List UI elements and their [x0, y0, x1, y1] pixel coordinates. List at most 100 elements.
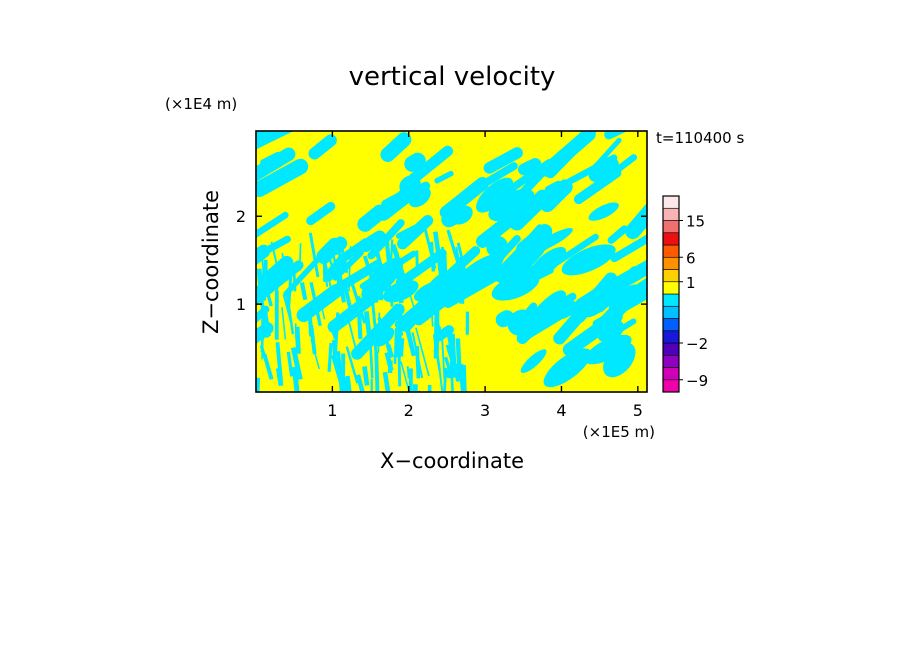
colorbar-band-15	[662, 195, 680, 209]
field-patch-138	[348, 246, 352, 292]
field-patch-248	[355, 374, 370, 392]
field-patch-222	[435, 246, 445, 298]
colorbar-band-4	[662, 330, 680, 344]
colorbar-band-0	[662, 379, 680, 393]
x-tick-label-2: 3	[480, 401, 490, 420]
field-patch-130	[415, 250, 419, 275]
colorbar-band-12	[662, 232, 680, 246]
field-patch-47	[607, 225, 629, 244]
field-patch-148	[356, 296, 363, 340]
y-tick-label-1: 2	[236, 207, 246, 226]
colorbar-frame	[662, 195, 680, 393]
field-patch-210	[443, 356, 451, 370]
colorbar-band-2	[662, 354, 680, 368]
colorbar-band-9	[662, 269, 680, 283]
field-patch-195	[437, 361, 445, 392]
time-label: t=110400 s	[656, 129, 744, 147]
field-patch-157	[394, 252, 404, 304]
colorbar-band-5	[662, 318, 680, 332]
field-patch-198	[449, 361, 455, 392]
field-patch-239	[432, 334, 441, 371]
field-patch-160	[385, 344, 395, 359]
field-patch-154	[338, 236, 342, 265]
field-patch-123	[530, 228, 573, 253]
field-patch-184	[324, 262, 335, 300]
field-patch-166	[282, 294, 293, 324]
field-patch-247	[362, 366, 370, 386]
field-patch-122	[603, 342, 636, 378]
field-patch-262	[469, 394, 474, 414]
field-patch-36	[408, 145, 453, 184]
field-patch-152	[262, 353, 274, 380]
field-patch-187	[386, 270, 394, 307]
field-patch-72	[545, 131, 597, 179]
field-patch-108	[524, 290, 567, 338]
field-patch-86	[539, 179, 573, 213]
field-patch-112	[520, 349, 547, 374]
field-patch-211	[350, 283, 367, 324]
field-patch-173	[374, 351, 380, 392]
colorbar-band-3	[662, 342, 680, 356]
field-patch-235	[316, 392, 319, 412]
field-patch-106	[476, 177, 514, 213]
y-axis-label: Z−coordinate	[199, 190, 223, 334]
field-patch-144	[370, 293, 377, 330]
field-patch-216	[286, 351, 294, 377]
colorbar-band-7	[662, 293, 680, 307]
field-patch-254	[393, 328, 398, 364]
x-tick-label-1: 2	[404, 401, 414, 420]
field-patch-185	[390, 243, 406, 279]
field-patch-91	[572, 272, 618, 324]
field-patch-209	[445, 326, 457, 368]
colorbar-label-4: 15	[686, 213, 705, 231]
field-patch-117	[608, 264, 647, 290]
field-patch-132	[384, 351, 394, 371]
field-patch-114	[543, 348, 592, 388]
field-patch-134	[346, 315, 358, 354]
field-patch-35	[442, 268, 506, 308]
velocity-field	[256, 131, 647, 414]
field-patch-214	[455, 338, 462, 381]
field-patch-55	[625, 201, 647, 240]
field-patch-223	[261, 268, 267, 301]
x-tick-label-3: 4	[556, 401, 566, 420]
field-patch-263	[335, 258, 347, 303]
colorbar-band-10	[662, 256, 680, 270]
field-patch-78	[434, 170, 454, 184]
field-patch-48	[308, 134, 337, 160]
field-patch-206	[275, 266, 280, 305]
field-patch-53	[397, 214, 434, 250]
field-patch-250	[377, 312, 381, 353]
field-patch-84	[380, 191, 408, 212]
field-patch-50	[256, 131, 276, 145]
field-patch-43	[256, 235, 291, 273]
field-patch-264	[260, 331, 264, 353]
colorbar-label-0: −9	[686, 372, 708, 390]
y-axis-unit: (×1E4 m)	[165, 95, 237, 113]
field-patch-135	[291, 366, 300, 392]
field-patch-175	[260, 253, 264, 270]
field-patch-113	[491, 272, 540, 301]
field-patch-194	[415, 327, 430, 377]
field-patch-156	[281, 252, 289, 281]
field-patch-128	[465, 311, 470, 335]
field-patch-203	[423, 228, 437, 269]
field-patch-69	[473, 162, 518, 192]
field-patch-221	[290, 347, 303, 380]
field-patch-207	[287, 261, 294, 308]
field-patch-256	[292, 274, 297, 292]
field-patch-232	[345, 375, 354, 392]
field-patch-133	[327, 343, 333, 373]
field-patch-11	[306, 201, 336, 226]
field-patch-230	[275, 367, 284, 387]
field-patch-236	[382, 371, 395, 392]
field-patch-103	[399, 175, 421, 196]
field-patch-139	[408, 368, 413, 392]
y-tick-label-0: 1	[236, 295, 246, 314]
field-patch-76	[592, 288, 647, 328]
field-patch-199	[415, 345, 421, 379]
colorbar: −9 −2 1 6 15	[662, 195, 708, 393]
field-patch-80	[509, 189, 551, 231]
